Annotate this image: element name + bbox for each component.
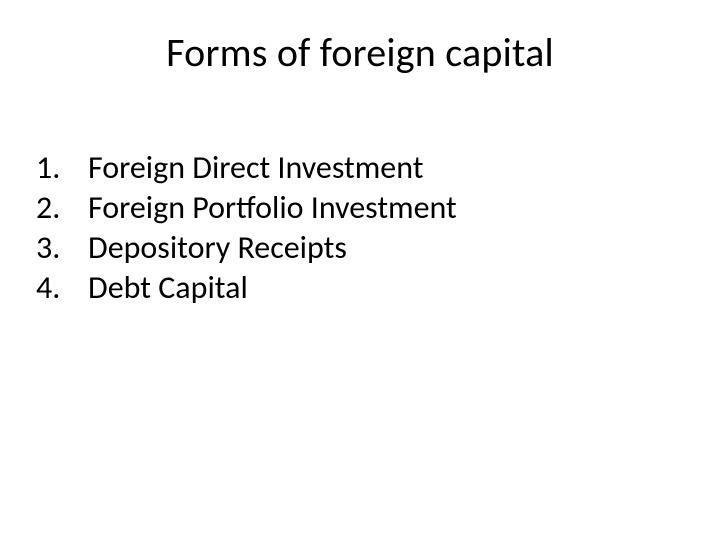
list-item: 2. Foreign Portfolio Investment — [36, 188, 457, 228]
list-item: 1. Foreign Direct Investment — [36, 148, 457, 188]
slide-title: Forms of foreign capital — [0, 0, 720, 77]
list-item-label: Debt Capital — [84, 268, 248, 308]
list-item-label: Foreign Portfolio Investment — [84, 188, 457, 228]
list-item-number: 1. — [36, 148, 84, 188]
list-item-label: Foreign Direct Investment — [84, 148, 423, 188]
list-item: 4. Debt Capital — [36, 268, 457, 308]
slide: Forms of foreign capital 1. Foreign Dire… — [0, 0, 720, 540]
list-item-label: Depository Receipts — [84, 228, 347, 268]
numbered-list: 1. Foreign Direct Investment 2. Foreign … — [36, 148, 457, 308]
list-item-number: 4. — [36, 268, 84, 308]
list-item-number: 2. — [36, 188, 84, 228]
list-item: 3. Depository Receipts — [36, 228, 457, 268]
list-item-number: 3. — [36, 228, 84, 268]
